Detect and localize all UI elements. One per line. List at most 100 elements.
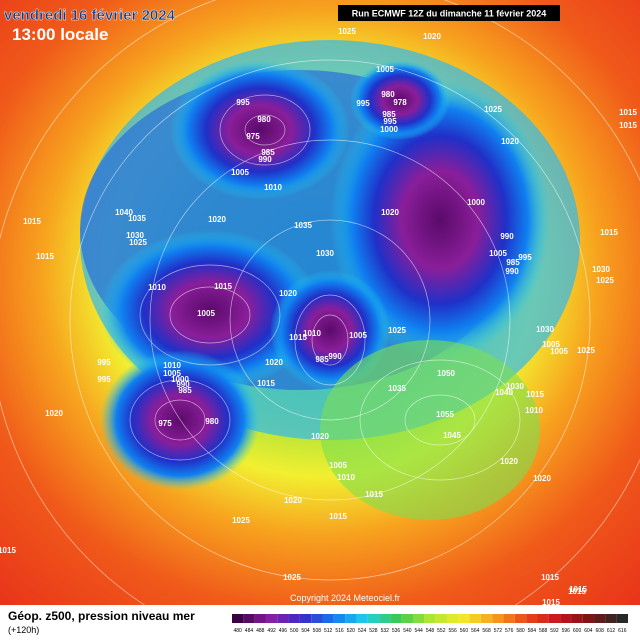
isobar-label: 1035 — [294, 221, 312, 230]
isobar-label: 1030 — [316, 249, 334, 258]
isobar-label: 1020 — [533, 474, 551, 483]
scale-swatch — [446, 614, 459, 623]
scale-label: 492 — [267, 628, 276, 634]
scale-label: 600 — [573, 628, 582, 634]
scale-swatch — [254, 614, 266, 623]
isobar-label: 1020 — [265, 358, 283, 367]
scale-swatch — [232, 614, 244, 623]
isobar-label: 1025 — [388, 326, 406, 335]
isobar-label: 1015 — [257, 379, 275, 388]
scale-swatch — [605, 614, 617, 623]
scale-swatch — [333, 614, 346, 623]
scale-label: 484 — [245, 628, 254, 634]
isobar-label: 1005 — [197, 309, 215, 318]
scale-label: 496 — [279, 628, 288, 634]
isobar-label: 1020 — [45, 409, 63, 418]
scale-swatch — [458, 614, 470, 623]
isobar-label: 990 — [258, 155, 272, 164]
isobar-label: 1045 — [443, 431, 461, 440]
scale-label: 512 — [324, 628, 333, 634]
isobar-label: 1020 — [279, 289, 297, 298]
isobar-label: 1035 — [388, 384, 406, 393]
isobar-label: 985 — [261, 148, 275, 157]
isobar-label: 1025 — [232, 516, 250, 525]
scale-swatch — [299, 614, 312, 623]
scale-swatch — [401, 614, 414, 623]
scale-swatch — [288, 614, 300, 623]
scale-swatch — [503, 614, 515, 623]
isobar-label: 1020 — [381, 208, 399, 217]
scale-swatch — [616, 614, 628, 623]
isobar-label: 1015 — [526, 390, 544, 399]
scale-label: 504 — [301, 628, 310, 634]
isobar-label: 1030 — [126, 231, 144, 240]
isobar-label: 1020 — [423, 32, 441, 41]
isobar-label: 1015 — [619, 108, 637, 117]
scale-swatch — [548, 614, 561, 623]
scale-label: 616 — [618, 628, 627, 634]
isobar-label: 985 — [178, 386, 192, 395]
isobar-label: 1000 — [467, 198, 485, 207]
scale-label: 608 — [596, 628, 605, 634]
scale-swatch — [537, 614, 549, 623]
isobar-label: 1015 — [542, 598, 560, 607]
isobar-label: 1015 — [329, 512, 347, 521]
scale-label: 544 — [415, 628, 424, 634]
isobar-label: 1010 — [337, 473, 355, 482]
scale-label: 552 — [437, 628, 446, 634]
isobar-label: 1015 — [0, 546, 16, 555]
isobar-label: 990 — [328, 352, 342, 361]
time: 13:00 locale — [12, 25, 108, 44]
isobar-label: 1005 — [329, 461, 347, 470]
isobar-label: 1005 — [376, 65, 394, 74]
scale-label: 588 — [539, 628, 548, 634]
isobar-label: 1000 — [171, 375, 189, 384]
isobar-label: 1015 — [23, 217, 41, 226]
scale-swatch — [492, 614, 504, 623]
scale-swatch — [379, 614, 391, 623]
isobar-label: 1020 — [284, 496, 302, 505]
isobar-label: 1015 — [289, 333, 307, 342]
scale-swatch — [424, 614, 436, 623]
scale-swatch — [243, 614, 255, 623]
isobar-label: 1055 — [436, 410, 454, 419]
isobar-label: 1030 — [592, 265, 610, 274]
scale-swatch — [435, 614, 447, 623]
scale-swatch — [560, 614, 572, 623]
scale-label: 524 — [358, 628, 367, 634]
isobar-label: 980 — [205, 417, 219, 426]
isobar-label: 975 — [158, 419, 172, 428]
isobar-label: 1025 — [129, 238, 147, 247]
isobar-label: 1015 — [600, 228, 618, 237]
isobar-label: 1005 — [163, 369, 181, 378]
isobar-label: 1010 — [303, 329, 321, 338]
isobar-label: 1005 — [231, 168, 249, 177]
scale-swatch — [480, 614, 493, 623]
isobar-label: 985 — [506, 258, 520, 267]
scale-swatch — [526, 614, 538, 623]
isobar-label: 1005 — [489, 249, 507, 258]
scale-label: 572 — [494, 628, 503, 634]
scale-label: 596 — [562, 628, 571, 634]
isobar-label: 1025 — [283, 573, 301, 582]
scale-label: 516 — [335, 628, 344, 634]
scale-swatch — [571, 614, 583, 623]
scale-swatch — [322, 614, 334, 623]
isobar-label: 990 — [505, 267, 519, 276]
isobar-label: 1025 — [596, 276, 614, 285]
scale-label: 584 — [528, 628, 537, 634]
isobar-label: 1040 — [495, 388, 513, 397]
copyright: Copyright 2024 Meteociel.fr — [290, 593, 400, 603]
color-scale: 480 484 488 492 496 500 504 508 512 516 520 524 528 5… — [232, 614, 628, 634]
isobar-label: 980 — [381, 90, 395, 99]
isobar-label: 995 — [383, 117, 397, 126]
isobar-label: 995 — [97, 375, 111, 384]
isobar-label: 995 — [518, 253, 532, 262]
isobar-label: 1015 — [619, 121, 637, 130]
scale-label: 568 — [482, 628, 491, 634]
scale-label: 612 — [607, 628, 616, 634]
scale-swatch — [311, 614, 323, 623]
isobar-label: 1025 — [577, 346, 595, 355]
